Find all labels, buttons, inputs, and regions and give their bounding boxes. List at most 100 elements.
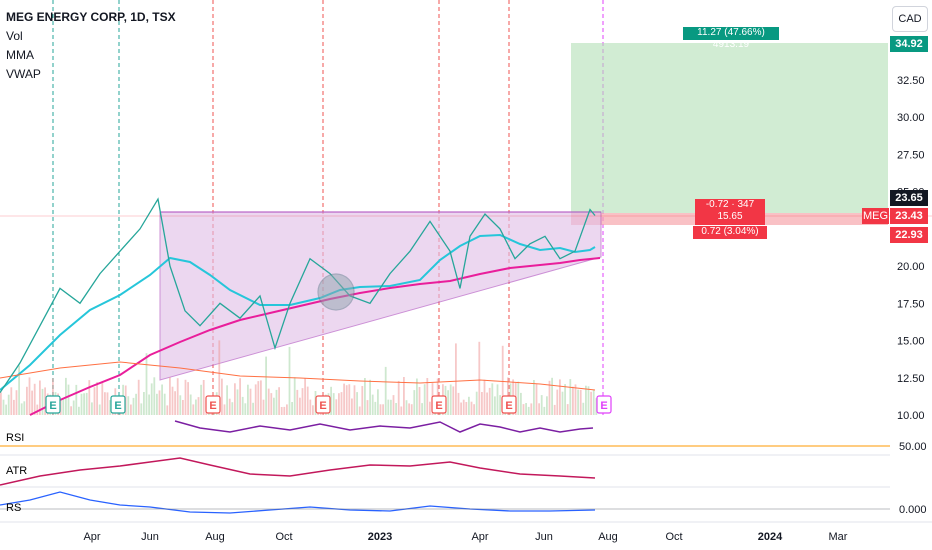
volume-bar — [356, 392, 358, 415]
volume-bar — [200, 384, 202, 415]
volume-bar — [140, 403, 143, 415]
profit-zone[interactable] — [571, 43, 888, 213]
earnings-marker[interactable]: E — [45, 395, 61, 414]
time-tick: Apr — [471, 531, 488, 543]
highlight-circle[interactable] — [317, 273, 355, 311]
volume-bar — [530, 403, 533, 415]
volume-bar — [377, 389, 379, 415]
volume-bar — [421, 403, 423, 415]
rs-label: RS — [6, 502, 21, 514]
volume-bar — [423, 384, 426, 415]
volume-bar — [174, 391, 176, 415]
volume-bar — [75, 384, 78, 415]
volume-bar — [241, 396, 244, 415]
volume-bar — [595, 398, 598, 415]
volume-bar — [280, 407, 283, 415]
currency-button[interactable]: CAD — [892, 6, 928, 32]
volume-bar — [78, 406, 80, 415]
volume-bar — [304, 378, 306, 415]
volume-bar — [533, 380, 535, 415]
time-tick: Mar — [829, 531, 848, 543]
time-tick: Jun — [141, 531, 159, 543]
volume-bar — [182, 400, 184, 415]
volume-bar — [249, 388, 252, 415]
time-tick: Aug — [598, 531, 618, 543]
volume-bar — [335, 399, 338, 415]
volume-bar — [98, 404, 101, 415]
svg-text:E: E — [319, 400, 326, 412]
earnings-marker[interactable]: E — [110, 395, 126, 414]
legend-vol[interactable]: Vol — [6, 29, 23, 43]
volume-bar — [413, 390, 416, 415]
volume-bar — [577, 389, 579, 415]
volume-bar — [585, 385, 587, 415]
volume-bar — [2, 399, 5, 415]
volume-bar — [574, 384, 577, 415]
legend-vwap[interactable]: VWAP — [6, 67, 41, 81]
price-tick: 15.00 — [897, 336, 925, 348]
volume-bar — [579, 389, 582, 415]
volume-bar — [379, 404, 382, 415]
volume-bar — [348, 384, 351, 415]
volume-bar — [332, 393, 335, 415]
volume-bar — [137, 379, 140, 415]
volume-bar — [312, 405, 314, 415]
volume-bar — [345, 385, 348, 415]
symbol-title[interactable]: MEG ENERGY CORP, 1D, TSX — [6, 10, 176, 24]
loss-label: 0.72 (3.04%) 750 — [693, 226, 767, 249]
volume-bar — [361, 386, 364, 415]
legend-mma[interactable]: MMA — [6, 48, 34, 62]
volume-bar — [36, 404, 39, 415]
volume-bar — [553, 404, 556, 415]
atr-label: ATR — [6, 465, 27, 477]
volume-bar — [535, 384, 538, 415]
volume-bar — [572, 386, 574, 415]
volume-bar — [551, 377, 553, 415]
volume-bar — [39, 380, 41, 415]
volume-bar — [299, 397, 301, 415]
time-tick: Jun — [535, 531, 553, 543]
earnings-marker[interactable]: E — [501, 395, 517, 414]
volume-bar — [338, 393, 340, 415]
volume-bar — [254, 384, 257, 415]
volume-bar — [351, 398, 353, 415]
volume-bar — [85, 392, 88, 415]
price-tick: 27.50 — [897, 149, 925, 161]
volume-bar — [374, 401, 377, 415]
triangle-pattern[interactable] — [159, 211, 602, 381]
time-axis[interactable]: Apr Jun Aug Oct 2023 Apr Jun Aug Oct 2024 Mar — [83, 531, 847, 543]
volume-bar — [473, 404, 475, 415]
upper-price: 23.65 — [890, 190, 928, 206]
volume-bar — [150, 383, 153, 415]
price-axis[interactable]: 32.5030.0027.5025.0020.0017.5015.0012.50… — [897, 75, 925, 422]
volume-bar — [106, 392, 109, 415]
current-price: 23.43 — [890, 208, 928, 224]
volume-bar — [80, 393, 83, 415]
earnings-marker[interactable]: E — [315, 395, 331, 414]
volume-bar — [262, 399, 265, 415]
volume-bar — [88, 380, 91, 415]
earnings-marker[interactable]: E — [596, 395, 612, 414]
volume-bar — [592, 390, 595, 415]
price-tick: 32.50 — [897, 75, 925, 87]
rs-level: 0.000 — [899, 504, 927, 516]
volume-bar — [124, 385, 127, 415]
volume-bar — [221, 378, 223, 415]
earnings-marker[interactable]: E — [431, 395, 447, 414]
ticker-tag: MEG — [862, 208, 889, 224]
profit-label: 11.27 (47.66%) 4913.19 — [683, 27, 779, 50]
earnings-marker[interactable]: E — [205, 395, 221, 414]
volume-bar — [197, 397, 200, 415]
volume-bar — [293, 377, 296, 415]
volume-bar — [455, 343, 457, 415]
volume-bar — [239, 378, 241, 415]
time-tick: 2024 — [758, 531, 783, 543]
volume-bar — [96, 382, 98, 415]
volume-bar — [400, 406, 403, 415]
volume-bar — [257, 381, 260, 415]
volume-bar — [153, 377, 156, 415]
volume-bar — [231, 402, 234, 415]
volume-bar — [158, 390, 161, 415]
